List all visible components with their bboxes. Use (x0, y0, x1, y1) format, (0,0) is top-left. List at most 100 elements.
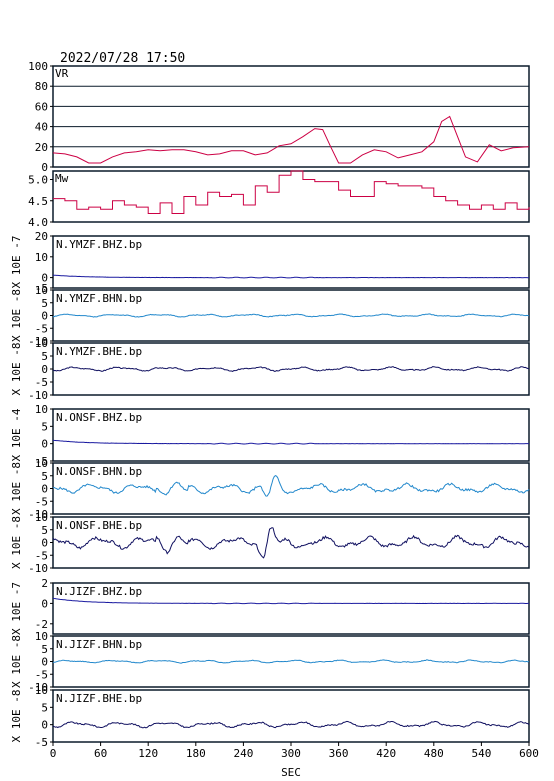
x-tick-label: 180 (186, 747, 206, 760)
x-tick-label: 240 (233, 747, 253, 760)
panel-vr-ytick-label: 40 (35, 121, 48, 134)
x-tick-label: 420 (376, 747, 396, 760)
trace-n-jizf-bhe-bp-ytick-label: 0 (41, 719, 48, 732)
trace-n-ymzf-bhe-bp-ytick-label: -5 (35, 376, 48, 389)
panel-mw-label: Mw (55, 172, 69, 185)
trace-n-jizf-bhz-bp-label: N.JIZF.BHZ.bp (56, 585, 142, 598)
x-tick-label: 60 (94, 747, 107, 760)
trace-n-onsf-bhz-bp-ytick-label: -5 (35, 455, 48, 468)
trace-n-ymzf-bhz-bp-ytick-label: 10 (35, 251, 48, 264)
trace-n-jizf-bhz-bp-ytick-label: 2 (41, 577, 48, 590)
panel-mw-series-line (53, 170, 530, 214)
timestamp-title: 2022/07/28 17:50 (60, 51, 185, 66)
panel-vr-ytick-label: 100 (28, 60, 48, 73)
trace-n-ymzf-bhe-bp-waveform (52, 366, 530, 372)
trace-n-ymzf-bhn-bp-ytick-label: 5 (41, 297, 48, 310)
trace-n-ymzf-bhe-bp-label: N.YMZF.BHE.bp (56, 345, 142, 358)
trace-n-ymzf-bhe-bp-scale-label: X 10E -8 (10, 343, 23, 396)
trace-n-onsf-bhe-bp-ytick-label: 5 (41, 524, 48, 537)
panel-vr-ytick-label: 80 (35, 80, 48, 93)
trace-n-onsf-bhn-bp-ytick-label: -5 (35, 495, 48, 508)
trace-n-jizf-bhn-bp-waveform (52, 659, 530, 664)
panel-vr-series-line (52, 115, 530, 164)
panel-mw-ytick-label: 4.0 (28, 216, 48, 229)
trace-n-ymzf-bhz-bp-ytick-label: 0 (41, 272, 48, 285)
trace-n-jizf-bhn-bp-ytick-label: -5 (35, 668, 48, 681)
trace-n-ymzf-bhz-bp-label: N.YMZF.BHZ.bp (56, 238, 142, 251)
trace-n-onsf-bhn-bp-ytick-label: 5 (41, 470, 48, 483)
trace-n-jizf-bhn-bp-ytick-label: 0 (41, 656, 48, 669)
panel-mw-frame (52, 170, 530, 223)
panel-vr-ytick-label: 0 (41, 161, 48, 174)
trace-n-ymzf-bhn-bp-scale-label: X 10E -8 (10, 289, 23, 342)
trace-n-onsf-bhe-bp-ytick-label: -5 (35, 549, 48, 562)
trace-n-onsf-bhn-bp-waveform (52, 475, 530, 497)
x-tick-label: 480 (424, 747, 444, 760)
panel-vr-label: VR (55, 67, 69, 80)
trace-n-jizf-bhe-bp-ytick-label: 5 (41, 701, 48, 714)
trace-n-onsf-bhn-bp-label: N.ONSF.BHN.bp (56, 465, 142, 478)
trace-n-ymzf-bhz-bp-frame (52, 235, 530, 289)
trace-n-jizf-bhz-bp-waveform (52, 597, 529, 605)
trace-n-jizf-bhz-bp-frame (52, 582, 530, 635)
trace-n-onsf-bhz-bp-ytick-label: 10 (35, 403, 48, 416)
trace-n-onsf-bhe-bp-scale-label: X 10E -8 (10, 516, 23, 569)
x-tick-label: 540 (471, 747, 491, 760)
trace-n-ymzf-bhn-bp-ytick-label: 0 (41, 310, 48, 323)
x-tick-label: 360 (329, 747, 349, 760)
trace-n-onsf-bhz-bp-scale-label: X 10E -4 (10, 408, 23, 461)
trace-n-onsf-bhe-bp-label: N.ONSF.BHE.bp (56, 519, 142, 532)
trace-n-jizf-bhz-bp-scale-label: X 10E -7 (10, 582, 23, 635)
x-tick-label: 600 (519, 747, 539, 760)
trace-n-onsf-bhz-bp-ytick-label: 5 (41, 420, 48, 433)
trace-n-jizf-bhe-bp-scale-label: X 10E -8 (10, 690, 23, 743)
trace-n-onsf-bhe-bp-waveform (52, 527, 530, 559)
trace-n-ymzf-bhz-bp-ytick-label: -5 (35, 282, 48, 295)
trace-n-jizf-bhe-bp-ytick-label: -5 (35, 736, 48, 749)
trace-n-ymzf-bhe-bp-ytick-label: 10 (35, 337, 48, 350)
trace-n-onsf-bhz-bp-label: N.ONSF.BHZ.bp (56, 411, 142, 424)
trace-n-jizf-bhe-bp-label: N.JIZF.BHE.bp (56, 692, 142, 705)
trace-n-ymzf-bhn-bp-label: N.YMZF.BHN.bp (56, 292, 142, 305)
trace-n-ymzf-bhz-bp-scale-label: X 10E -7 (10, 236, 23, 289)
trace-n-ymzf-bhn-bp-waveform (52, 313, 530, 318)
x-axis-label: SEC (281, 766, 301, 779)
panel-mw-ytick-label: 5.0 (28, 174, 48, 187)
panel-vr-frame (52, 65, 530, 168)
x-tick-label: 120 (138, 747, 158, 760)
panel-vr-ytick-label: 60 (35, 100, 48, 113)
trace-n-ymzf-bhz-bp-ytick-label: 20 (35, 230, 48, 243)
x-tick-label: 300 (281, 747, 301, 760)
trace-n-onsf-bhz-bp-frame (52, 408, 530, 462)
trace-n-jizf-bhn-bp-ytick-label: 5 (41, 643, 48, 656)
trace-n-ymzf-bhn-bp-ytick-label: -5 (35, 322, 48, 335)
x-tick-label: 0 (50, 747, 57, 760)
trace-n-ymzf-bhn-bp-ytick-label: 10 (35, 284, 48, 297)
trace-n-onsf-bhe-bp-ytick-label: -10 (28, 562, 48, 575)
trace-n-onsf-bhe-bp-ytick-label: 10 (35, 511, 48, 524)
trace-n-onsf-bhn-bp-ytick-label: 10 (35, 457, 48, 470)
trace-n-jizf-bhn-bp-label: N.JIZF.BHN.bp (56, 638, 142, 651)
trace-n-jizf-bhn-bp-scale-label: X 10E -8 (10, 635, 23, 688)
trace-n-onsf-bhn-bp-scale-label: X 10E -8 (10, 462, 23, 515)
trace-n-onsf-bhz-bp-waveform (52, 439, 529, 445)
trace-n-jizf-bhn-bp-ytick-label: -10 (28, 681, 48, 694)
trace-n-jizf-bhe-bp-ytick-label: 10 (35, 684, 48, 697)
trace-n-ymzf-bhe-bp-ytick-label: 0 (41, 363, 48, 376)
trace-n-ymzf-bhe-bp-ytick-label: -10 (28, 389, 48, 402)
trace-n-jizf-bhz-bp-ytick-label: -2 (35, 618, 48, 631)
trace-n-onsf-bhn-bp-ytick-label: 0 (41, 483, 48, 496)
panel-mw-ytick-label: 4.5 (28, 195, 48, 208)
trace-n-jizf-bhn-bp-ytick-label: 10 (35, 630, 48, 643)
trace-n-onsf-bhe-bp-ytick-label: 0 (41, 537, 48, 550)
trace-n-ymzf-bhn-bp-ytick-label: -10 (28, 335, 48, 348)
trace-n-onsf-bhn-bp-ytick-label: -10 (28, 508, 48, 521)
trace-n-onsf-bhz-bp-ytick-label: 0 (41, 438, 48, 451)
trace-n-ymzf-bhz-bp-waveform (52, 274, 530, 279)
trace-n-ymzf-bhe-bp-ytick-label: 5 (41, 350, 48, 363)
trace-n-jizf-bhe-bp-waveform (52, 720, 530, 729)
panel-vr-ytick-label: 20 (35, 141, 48, 154)
trace-n-jizf-bhz-bp-ytick-label: 0 (41, 597, 48, 610)
